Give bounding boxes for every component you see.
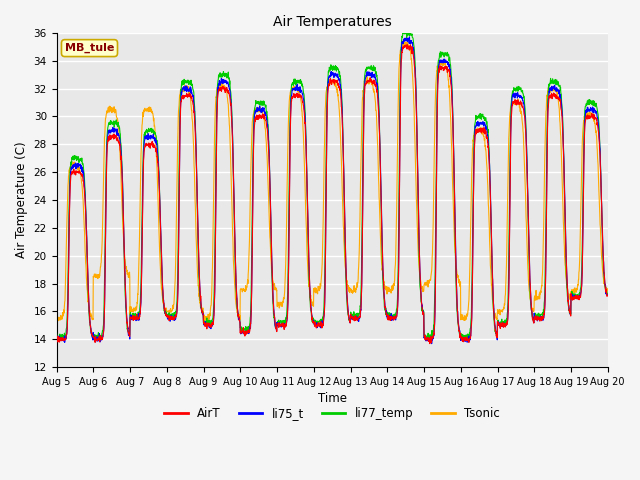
Title: Air Temperatures: Air Temperatures xyxy=(273,15,392,29)
Legend: AirT, li75_t, li77_temp, Tsonic: AirT, li75_t, li77_temp, Tsonic xyxy=(159,402,505,425)
Text: MB_tule: MB_tule xyxy=(65,43,114,53)
X-axis label: Time: Time xyxy=(317,392,347,405)
Y-axis label: Air Temperature (C): Air Temperature (C) xyxy=(15,142,28,258)
